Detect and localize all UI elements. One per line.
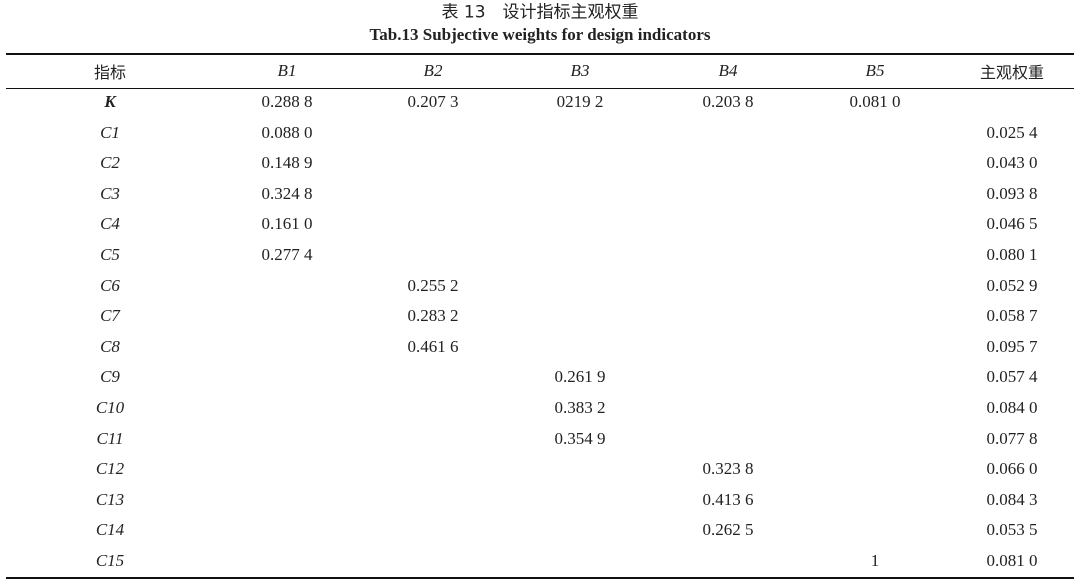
header-cell: B4 [718,61,738,80]
top-rule [6,53,1074,55]
header-cell: 主观权重 [979,63,1045,82]
cell: 0.262 5 [702,520,754,540]
cell: 0.052 9 [986,275,1038,295]
row-label: C10 [95,398,125,417]
header-cell: B1 [277,61,297,80]
row-label: C14 [95,520,125,540]
cell: 0.025 4 [986,122,1038,142]
row-label: C1 [100,122,120,142]
row-label: C12 [95,459,125,479]
row-label: K [104,92,116,111]
title-en: Tab.13 Subjective weights for design ind… [369,25,711,44]
cell: 0.081 0 [986,551,1038,570]
cell: 0.081 0 [849,92,901,111]
cell: 0.148 9 [261,153,313,173]
cell: 0.255 2 [407,275,459,295]
cell: 0.354 9 [554,428,606,448]
cell: 0.161 0 [261,214,313,234]
row-label: C7 [100,306,120,326]
cell: 0.207 3 [407,92,459,111]
header-cell: 指标 [93,63,127,82]
cell: 0.084 0 [986,398,1038,417]
cell: 0.046 5 [986,214,1038,234]
row-label: C13 [95,489,125,509]
row-label: C6 [100,275,120,295]
cell: 0.066 0 [986,459,1038,479]
row-label: C2 [100,153,120,173]
cell: 0.203 8 [702,92,754,111]
cell: 0.323 8 [702,459,754,479]
cell: 0.043 0 [986,153,1038,173]
cell: 1 [870,551,880,570]
cell: 0.080 1 [986,245,1038,264]
header-cell: B3 [570,61,590,80]
header-rule [6,88,1074,89]
cell: 0.261 9 [554,367,606,387]
cell: 0.277 4 [261,245,313,264]
cell: 0.095 7 [986,336,1038,356]
cell: 0.084 3 [986,489,1038,509]
row-label: C15 [95,551,125,570]
bottom-rule [6,577,1074,579]
cell: 0.283 2 [407,306,459,326]
cell: 0.383 2 [554,398,606,417]
row-label: C4 [100,214,120,234]
header-cell: B2 [423,61,443,80]
row-label: C3 [100,183,120,203]
cell: 0.413 6 [702,489,754,509]
cell: 0.057 4 [986,367,1038,387]
cell: 0.461 6 [407,336,459,356]
row-label: C8 [100,336,120,356]
row-label: C11 [96,428,124,448]
row-label: C5 [100,245,120,264]
title-cn: 表 13 设计指标主观权重 [441,2,639,23]
cell: 0.324 8 [261,183,313,203]
cell: 0.088 0 [261,122,313,142]
row-label: C9 [100,367,120,387]
header-cell: B5 [865,61,885,80]
cell: 0219 2 [556,92,604,111]
cell: 0.058 7 [986,306,1038,326]
cell: 0.288 8 [261,92,313,111]
cell: 0.077 8 [986,428,1038,448]
cell: 0.053 5 [986,520,1038,540]
cell: 0.093 8 [986,183,1038,203]
